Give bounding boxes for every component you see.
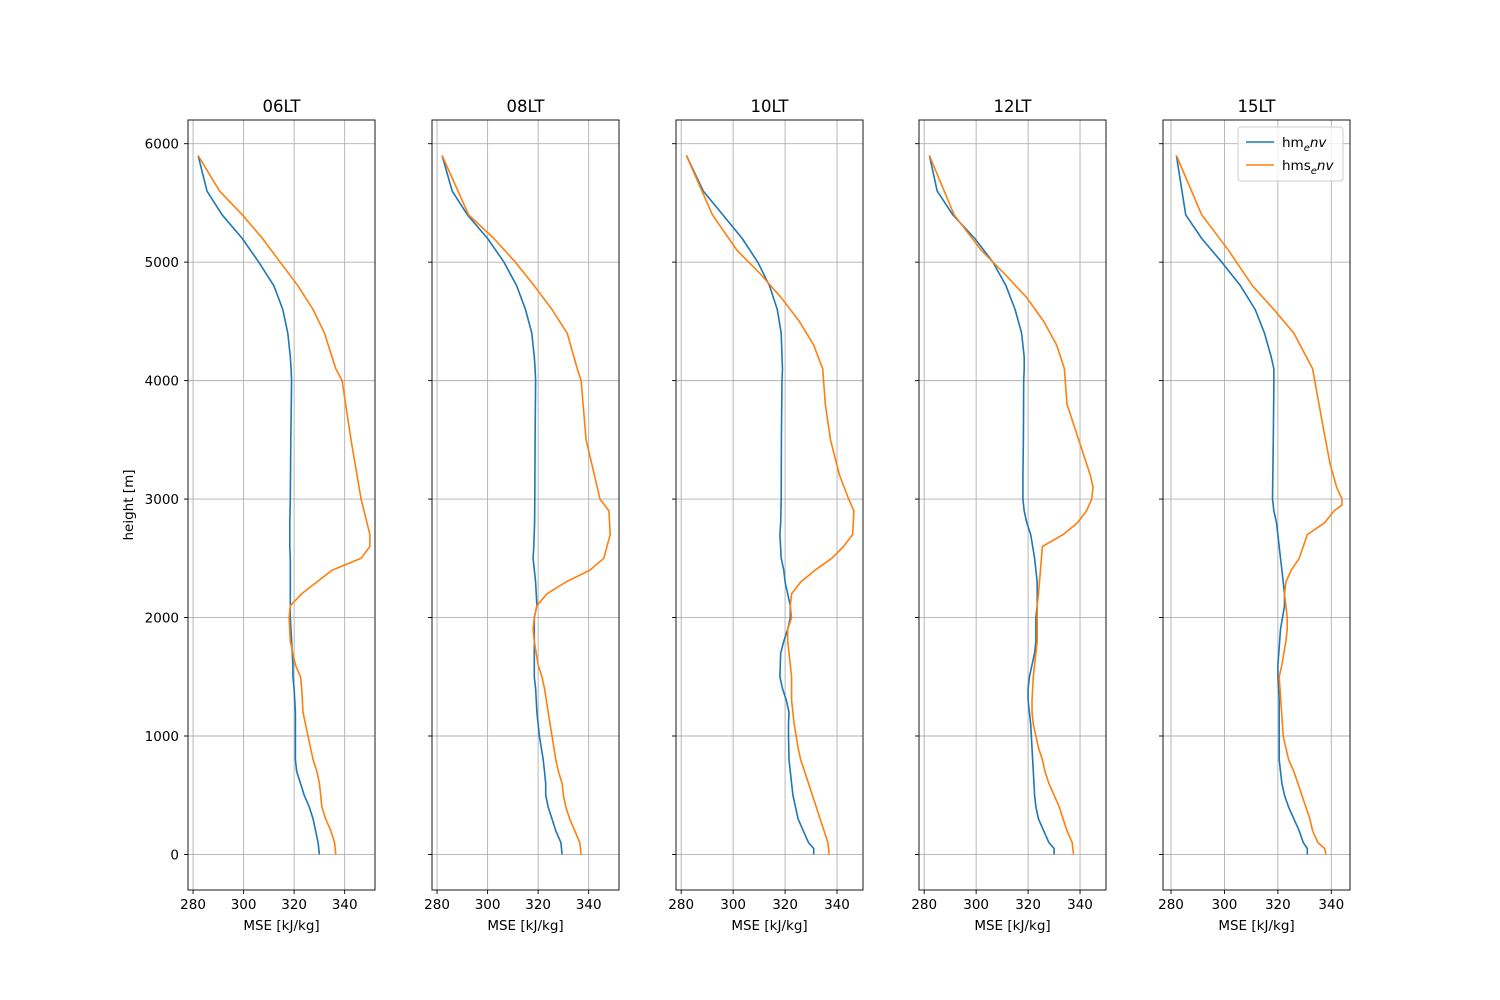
x-axis-label: MSE [kJ/kg]	[974, 918, 1050, 934]
x-tick-label: 300	[720, 897, 746, 913]
x-tick-label: 300	[231, 897, 257, 913]
x-axis-label: MSE [kJ/kg]	[731, 918, 807, 934]
x-tick-label: 320	[525, 897, 551, 913]
x-tick-label: 280	[180, 897, 206, 913]
series-line-hm_env	[685, 155, 815, 855]
panel-title: 15LT	[1238, 97, 1277, 116]
y-tick-label: 5000	[145, 255, 179, 271]
y-tick-label: 2000	[145, 611, 179, 627]
axes-frame	[675, 119, 864, 891]
x-tick-label: 300	[1212, 897, 1238, 913]
x-tick-label: 280	[424, 897, 450, 913]
y-tick-label: 1000	[145, 729, 179, 745]
x-tick-label: 280	[668, 897, 694, 913]
y-tick-label: 4000	[145, 374, 179, 390]
panel-08LT: 280 300 320 340 08LT MSE [kJ/kg]	[424, 97, 620, 934]
panel-12LT: 280 300 320 340 12LT MSE [kJ/kg]	[911, 97, 1107, 934]
series-line-hms_env	[197, 155, 371, 855]
series-line-hms_env	[441, 155, 611, 855]
x-tick-label: 320	[1265, 897, 1291, 913]
y-tick-label: 3000	[145, 492, 179, 508]
x-tick-label: 320	[1015, 897, 1041, 913]
legend-label: hmenv	[1282, 135, 1327, 154]
x-tick-label: 300	[475, 897, 501, 913]
x-tick-label: 340	[332, 897, 358, 913]
axes-frame	[1162, 119, 1351, 891]
x-tick-label: 280	[1158, 897, 1184, 913]
panel-15LT: 280 300 320 340 15LT MSE [kJ/kg] hmenv hmsenv	[1158, 97, 1351, 934]
x-axis-label: MSE [kJ/kg]	[487, 918, 563, 934]
legend: hmenv hmsenv	[1237, 126, 1344, 182]
x-axis-label: MSE [kJ/kg]	[243, 918, 319, 934]
x-tick-label: 340	[1067, 897, 1093, 913]
series-line-hms_env	[1175, 155, 1343, 855]
y-tick-label: 0	[170, 847, 179, 863]
series-line-hms_env	[685, 155, 855, 855]
x-axis-label: MSE [kJ/kg]	[1218, 918, 1294, 934]
x-tick-label: 300	[963, 897, 989, 913]
series-line-hms_env	[928, 155, 1094, 855]
x-tick-label: 340	[576, 897, 602, 913]
y-axis-label: height [m]	[121, 469, 137, 540]
legend-box	[1237, 126, 1344, 182]
panel-title: 12LT	[994, 97, 1033, 116]
series-line-hm_env	[441, 155, 563, 855]
series-line-hm_env	[197, 155, 321, 855]
axes-frame	[918, 119, 1107, 891]
x-tick-label: 320	[281, 897, 307, 913]
x-tick-label: 280	[911, 897, 937, 913]
x-tick-label: 340	[1318, 897, 1344, 913]
axes-frame	[187, 119, 376, 891]
panel-title: 06LT	[263, 97, 302, 116]
panel-title: 08LT	[507, 97, 546, 116]
legend-label: hmsenv	[1282, 158, 1334, 177]
panel-06LT: 280 300 320 340 0 1000 2000 3000 4000 5000 6000 06L…	[121, 97, 376, 934]
x-tick-label: 320	[772, 897, 798, 913]
y-tick-label: 6000	[145, 137, 179, 153]
panel-title: 10LT	[751, 97, 790, 116]
panel-10LT: 280 300 320 340 10LT MSE [kJ/kg]	[668, 97, 864, 934]
axes-frame	[431, 119, 620, 891]
x-tick-label: 340	[824, 897, 850, 913]
series-line-hm_env	[1175, 155, 1309, 855]
